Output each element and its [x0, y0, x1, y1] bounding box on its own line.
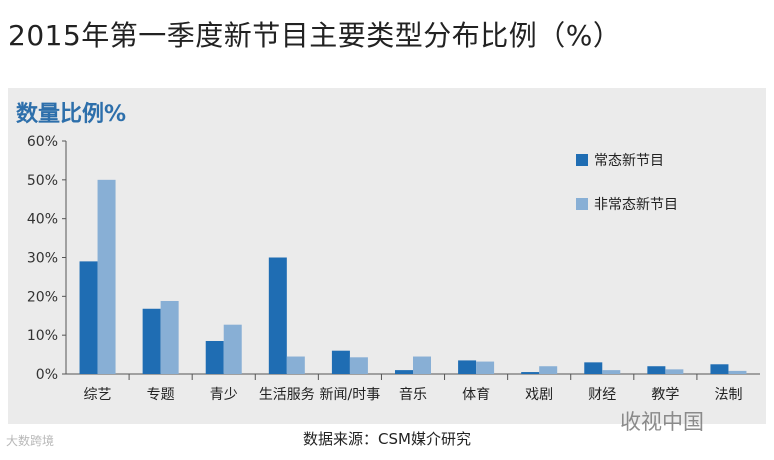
bar-special	[665, 369, 684, 374]
bar-special	[728, 370, 747, 374]
bar-regular	[458, 360, 477, 374]
page-title: 2015年第一季度新节目主要类型分布比例（%）	[8, 19, 622, 52]
x-tick-label: 体育	[462, 387, 490, 403]
x-tick-label: 戏剧	[525, 387, 553, 403]
legend-swatch	[576, 154, 588, 166]
y-tick-label: 30%	[27, 251, 58, 267]
bar-regular	[584, 362, 603, 374]
x-tick-label: 教学	[651, 387, 679, 403]
bar-special	[286, 356, 305, 374]
x-tick-label: 专题	[147, 387, 175, 403]
bar-special	[476, 361, 495, 374]
x-tick-label: 新闻/时事	[320, 387, 381, 403]
legend-label: 非常态新节目	[594, 197, 678, 213]
y-tick-label: 10%	[27, 328, 58, 344]
bar-regular	[331, 350, 350, 374]
bar-special	[223, 324, 242, 374]
y-tick-label: 20%	[27, 289, 58, 305]
panel-heading: 数量比例%	[16, 102, 127, 127]
bar-regular	[395, 370, 413, 374]
x-tick-label: 综艺	[84, 387, 112, 403]
bar-regular	[205, 340, 224, 374]
bar-regular	[142, 308, 161, 374]
y-tick-label: 40%	[27, 212, 58, 228]
bar-special	[349, 357, 368, 374]
x-tick-label: 法制	[714, 387, 742, 403]
bar-special	[413, 356, 431, 374]
bar-regular	[268, 257, 287, 374]
y-tick-label: 60%	[27, 134, 58, 150]
bar-regular	[647, 366, 666, 374]
x-tick-label: 财经	[588, 387, 616, 403]
x-tick-label: 音乐	[399, 386, 427, 403]
bar-special	[602, 370, 621, 374]
y-tick-label: 0%	[36, 367, 58, 383]
bar-regular	[521, 372, 540, 374]
source-note: 数据来源：CSM媒介研究	[303, 430, 471, 448]
bar-special	[539, 366, 558, 374]
legend-label: 常态新节目	[594, 153, 664, 169]
bar-special	[97, 179, 116, 374]
watermark-right: 收视中国	[620, 410, 704, 434]
legend-swatch	[576, 198, 588, 210]
bar-special	[160, 300, 179, 374]
x-tick-label: 青少	[210, 387, 238, 403]
watermark-left: 大数跨境	[6, 434, 55, 448]
y-tick-label: 50%	[27, 173, 58, 189]
chart-panel: 数量比例% 0% 10% 20% 30% 40% 50% 60% 综艺 专题 青少 生活服务 新闻/时…	[8, 88, 766, 424]
bar-chart: 0% 10% 20% 30% 40% 50% 60% 综艺 专题 青少 生活服务 新闻/时事 音乐 体育 戏…	[27, 134, 760, 403]
bar-regular	[710, 364, 729, 374]
bar-regular	[79, 261, 98, 374]
x-tick-label: 生活服务	[259, 387, 315, 403]
